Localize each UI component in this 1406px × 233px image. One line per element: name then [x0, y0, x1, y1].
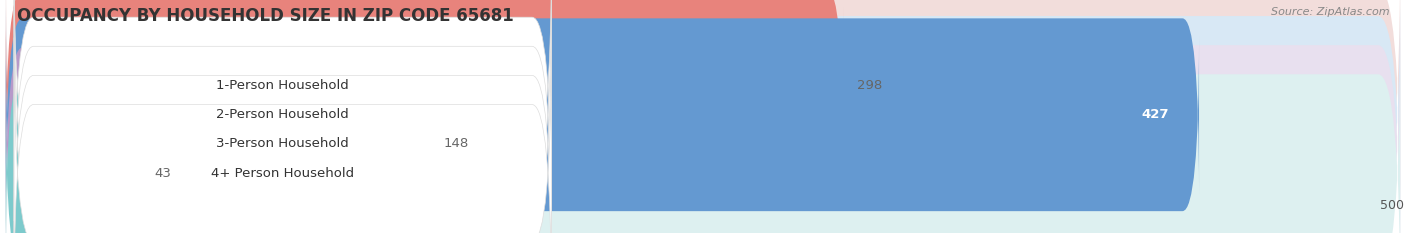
FancyBboxPatch shape	[14, 0, 551, 233]
FancyBboxPatch shape	[6, 0, 1400, 220]
FancyBboxPatch shape	[6, 0, 1400, 233]
FancyBboxPatch shape	[6, 48, 430, 233]
Text: 427: 427	[1142, 108, 1168, 121]
Text: 148: 148	[444, 137, 470, 150]
Text: 43: 43	[155, 167, 172, 179]
Text: Source: ZipAtlas.com: Source: ZipAtlas.com	[1271, 7, 1389, 17]
FancyBboxPatch shape	[6, 10, 1400, 233]
FancyBboxPatch shape	[6, 39, 1400, 233]
FancyBboxPatch shape	[14, 38, 551, 233]
Text: 298: 298	[858, 79, 883, 92]
Text: 3-Person Household: 3-Person Household	[217, 137, 349, 150]
Text: 1-Person Household: 1-Person Household	[217, 79, 349, 92]
FancyBboxPatch shape	[14, 8, 551, 233]
FancyBboxPatch shape	[6, 18, 1199, 211]
FancyBboxPatch shape	[6, 77, 141, 233]
Text: OCCUPANCY BY HOUSEHOLD SIZE IN ZIP CODE 65681: OCCUPANCY BY HOUSEHOLD SIZE IN ZIP CODE …	[17, 7, 513, 25]
FancyBboxPatch shape	[14, 0, 551, 221]
FancyBboxPatch shape	[6, 0, 844, 182]
Text: 4+ Person Household: 4+ Person Household	[211, 167, 354, 179]
Text: 2-Person Household: 2-Person Household	[217, 108, 349, 121]
